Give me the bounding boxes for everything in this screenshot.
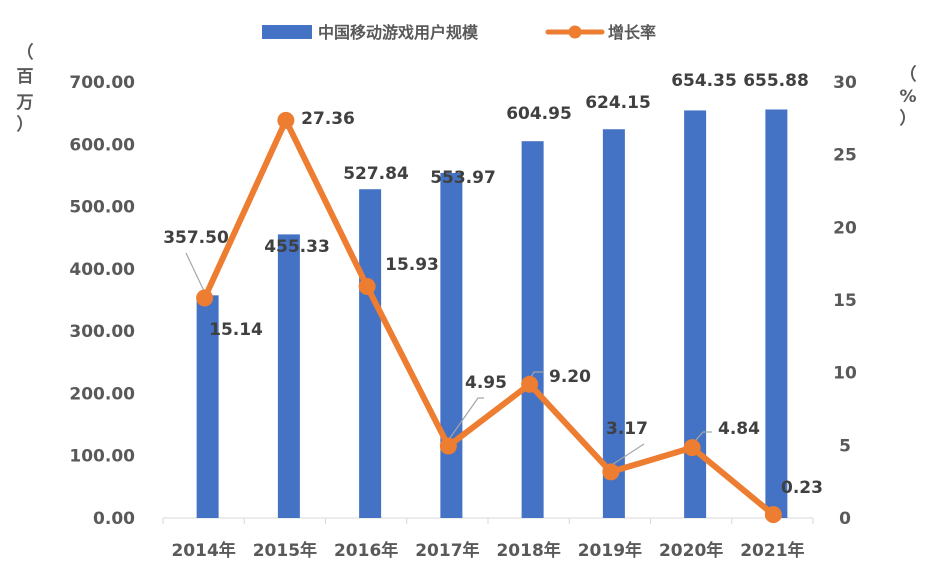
bar-data-label: 655.88: [743, 71, 809, 91]
x-tick-label: 2016年: [334, 540, 398, 561]
right-tick-label: 10: [833, 364, 857, 384]
bar: [359, 189, 382, 518]
left-unit-char: ）: [17, 114, 34, 135]
bar: [196, 295, 219, 518]
line-data-label: 15.14: [209, 320, 263, 340]
bar: [765, 109, 788, 518]
x-tick-label: 2019年: [578, 540, 642, 561]
growth-point: [602, 463, 620, 481]
growth-point: [196, 289, 214, 307]
growth-point: [439, 437, 457, 455]
bar-data-label: 357.50: [163, 228, 229, 248]
line-data-label: 4.95: [465, 373, 507, 393]
bar-data-labels: 357.50 455.33 527.84 553.97 604.95 624.15 654.…: [163, 71, 809, 257]
bar: [684, 110, 707, 519]
bar-data-label: 654.35: [671, 71, 737, 91]
growth-point: [764, 506, 782, 524]
bar-data-label: 624.15: [585, 93, 651, 113]
x-tick-label: 2020年: [659, 540, 723, 561]
growth-point: [521, 375, 539, 393]
line-data-label: 9.20: [549, 367, 591, 387]
right-tick-label: 5: [839, 436, 851, 456]
left-unit-char: （: [17, 42, 34, 63]
left-tick-label: 100.00: [69, 447, 135, 467]
line-data-labels: 15.14 27.36 15.93 4.95 9.20 3.17 4.84 0.23: [209, 109, 823, 498]
leader-line: [185, 252, 205, 292]
left-tick-label: 300.00: [69, 322, 135, 342]
x-tick-label: 2017年: [415, 540, 479, 561]
line-data-label: 3.17: [606, 419, 648, 439]
growth-point: [358, 277, 376, 295]
bar: [521, 141, 544, 518]
legend-bar-swatch: [262, 25, 312, 39]
right-unit-char: ）: [900, 108, 917, 129]
left-unit-char: 万: [16, 93, 34, 113]
bar-data-label: 604.95: [506, 104, 572, 124]
right-tick-label: 15: [833, 291, 857, 311]
left-tick-label: 400.00: [69, 260, 135, 280]
left-unit-char: 百: [17, 67, 34, 87]
left-tick-label: 200.00: [69, 384, 135, 404]
right-tick-label: 20: [833, 218, 857, 238]
x-tick-label: 2015年: [253, 540, 317, 561]
legend: 中国移动游戏用户规模 增长率: [262, 23, 656, 42]
right-tick-label: 30: [833, 73, 857, 93]
bar: [440, 172, 463, 519]
line-data-label: 0.23: [781, 478, 823, 498]
leader-line: [444, 397, 484, 446]
x-tick-label: 2021年: [740, 540, 804, 561]
bar-data-label: 553.97: [430, 168, 496, 188]
legend-line-marker: [568, 25, 582, 39]
line-data-label: 15.93: [385, 255, 439, 275]
right-axis-unit-label: （%）: [899, 64, 916, 129]
line-data-label: 27.36: [301, 109, 355, 129]
x-tick-label: 2014年: [171, 540, 235, 561]
right-tick-label: 25: [833, 146, 857, 166]
legend-line-label: 增长率: [608, 23, 656, 42]
right-axis-ticks: 0 5 10 15 20 25 30: [833, 73, 857, 529]
bar: [602, 129, 625, 518]
left-tick-label: 600.00: [69, 135, 135, 155]
growth-point: [277, 111, 295, 129]
x-axis-ticks: 2014年 2015年 2016年 2017年 2018年 2019年 2020年 2021年: [162, 518, 814, 561]
legend-bar-label: 中国移动游戏用户规模: [318, 23, 479, 42]
left-tick-label: 700.00: [69, 73, 135, 93]
line-data-label: 4.84: [718, 419, 760, 439]
right-tick-label: 0: [839, 509, 851, 529]
bar-series: [196, 109, 788, 519]
bar-data-label: 455.33: [264, 237, 330, 257]
bar: [277, 234, 300, 518]
left-axis-ticks: 0.00 100.00 200.00 300.00 400.00 500.00 600.00…: [69, 73, 135, 529]
growth-line: [201, 117, 777, 518]
right-unit-char: %: [899, 87, 916, 107]
growth-line-series: [196, 111, 782, 524]
x-tick-label: 2018年: [496, 540, 560, 561]
right-unit-char: （: [900, 64, 917, 85]
left-tick-label: 500.00: [69, 198, 135, 218]
left-axis-unit-label: （ 百万）: [16, 42, 34, 135]
growth-point: [683, 439, 701, 457]
left-tick-label: 0.00: [93, 509, 135, 529]
bar-data-label: 527.84: [343, 164, 409, 184]
